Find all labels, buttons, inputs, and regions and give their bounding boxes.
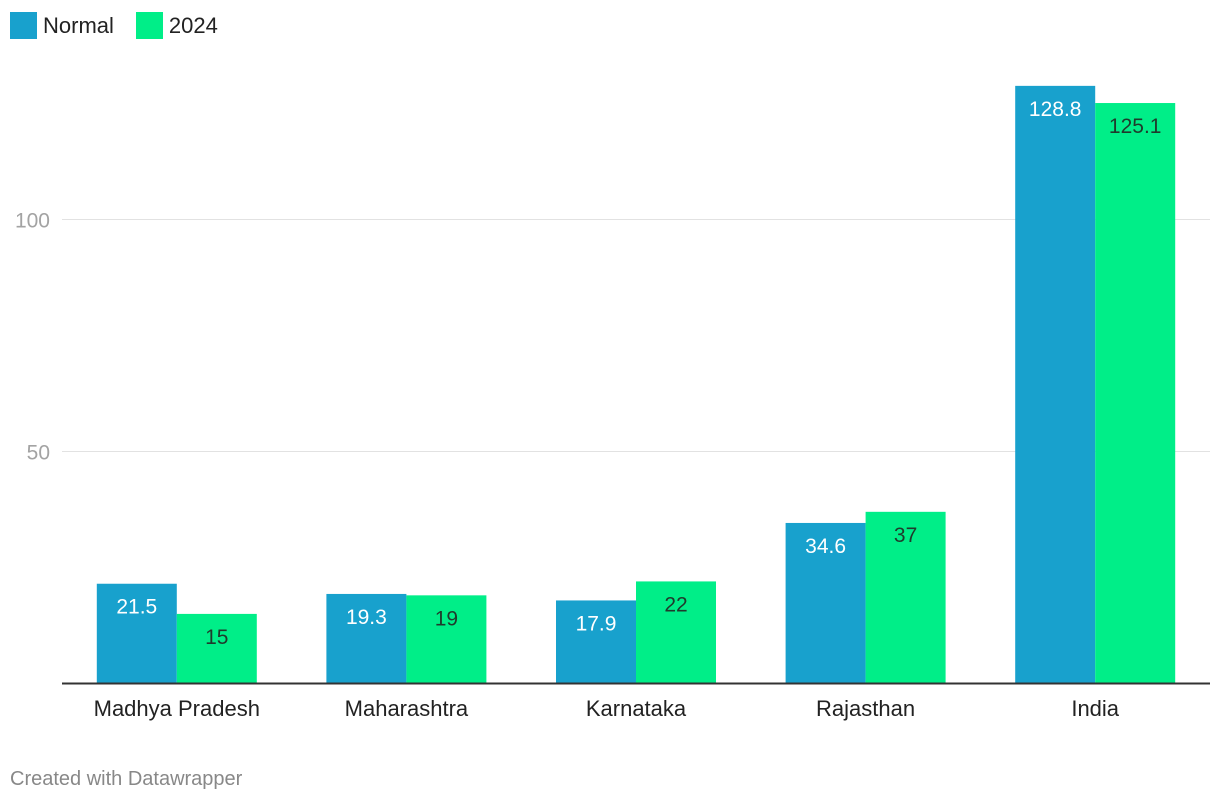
data-label-2024-3: 37 [894,524,917,547]
data-label-2024-4: 125.1 [1109,115,1162,138]
bar-2024-1 [406,595,487,684]
x-tick-label-4: India [1071,696,1119,721]
data-label-normal-4: 128.8 [1029,98,1082,121]
data-label-2024-0: 15 [205,626,228,649]
bar-normal-2 [556,600,636,684]
x-tick-label-3: Rajasthan [816,696,915,721]
bar-2024-0 [176,613,257,684]
bar-normal-1 [326,593,407,684]
x-tick-label-1: Maharashtra [345,696,469,721]
legend-swatch-normal [10,12,37,39]
legend-label-2024: 2024 [168,12,218,38]
bar-normal-3 [785,522,866,684]
legend-item-2024: 2024 [135,12,218,39]
bar-2024-3 [865,511,946,684]
legend: Normal 2024 [10,12,240,39]
footer-credit: Created with Datawrapper [10,768,243,790]
y-tick-label-50: 50 [27,442,50,465]
data-label-normal-0: 21.5 [116,596,157,619]
data-label-normal-1: 19.3 [346,606,387,629]
bar-normal-0 [96,583,177,684]
legend-item-normal: Normal [10,12,114,39]
bar-normal-4 [1015,85,1096,684]
legend-swatch-2024 [135,12,163,39]
data-label-normal-3: 34.6 [805,535,846,558]
data-label-2024-2: 22 [664,593,687,616]
x-tick-label-0: Madhya Pradesh [94,696,260,721]
data-label-normal-2: 17.9 [576,612,617,635]
legend-label-normal: Normal [43,12,114,38]
data-label-2024-1: 19 [435,607,458,630]
x-tick-label-2: Karnataka [586,696,687,721]
y-tick-label-100: 100 [15,210,50,233]
bar-2024-4 [1095,103,1176,684]
bar-2024-2 [636,581,716,684]
